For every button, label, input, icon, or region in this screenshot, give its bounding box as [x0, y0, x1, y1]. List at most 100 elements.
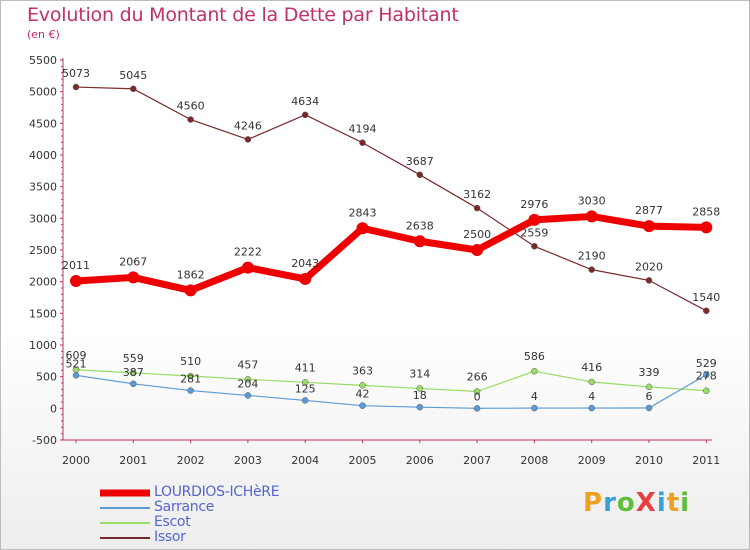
x-tick-label: 2006: [406, 454, 434, 467]
legend-label: Issor: [154, 529, 186, 545]
legend-label: Sarrance: [154, 499, 215, 515]
data-label: 4: [588, 390, 595, 403]
data-label: 2500: [463, 228, 491, 241]
data-point: [130, 369, 137, 377]
data-label: 2043: [291, 257, 319, 270]
data-label: 3030: [578, 194, 606, 207]
y-tick-label: 1000: [29, 339, 57, 352]
data-point: [244, 376, 252, 383]
data-point: [72, 372, 80, 379]
data-point: [643, 220, 655, 233]
x-tick-label: 2008: [520, 454, 548, 467]
data-label: 2843: [349, 206, 377, 219]
data-label: 4634: [291, 95, 319, 108]
y-tick-label: 5500: [29, 54, 57, 67]
data-point: [301, 111, 309, 119]
y-tick-label: 3000: [29, 212, 57, 225]
data-label: 2976: [520, 198, 548, 211]
data-label: 2011: [62, 259, 90, 272]
data-point: [531, 404, 538, 412]
data-point: [588, 404, 595, 412]
x-tick-label: 2009: [578, 454, 606, 467]
y-tick-label: 0: [50, 402, 57, 415]
data-label: 3687: [406, 155, 434, 168]
y-tick-label: 4500: [29, 117, 57, 130]
chart-title: Evolution du Montant de la Dette par Hab…: [27, 4, 459, 26]
data-point: [359, 139, 366, 146]
data-label: 2638: [406, 219, 434, 232]
data-point: [244, 136, 252, 143]
data-point: [301, 379, 309, 386]
data-point: [471, 244, 484, 256]
data-point: [72, 83, 80, 91]
data-point: [645, 404, 653, 412]
y-tick-label: 500: [36, 371, 57, 384]
chart-subtitle: (en €): [27, 28, 60, 41]
x-tick-label: 2010: [635, 454, 663, 467]
data-point: [70, 274, 82, 287]
data-point: [413, 235, 426, 248]
data-point: [359, 402, 366, 409]
data-point: [187, 387, 194, 394]
data-point: [645, 277, 653, 284]
data-label: 2067: [119, 255, 147, 268]
x-tick-label: 2003: [234, 454, 262, 467]
data-label: 510: [180, 355, 201, 368]
data-label: 2222: [234, 246, 262, 259]
data-point: [127, 271, 140, 284]
legend-swatch: [100, 521, 150, 524]
data-point: [416, 171, 424, 179]
data-label: 5045: [119, 69, 147, 82]
y-tick-label: 2500: [29, 244, 57, 257]
y-tick-label: 4000: [29, 149, 57, 162]
data-label: 42: [356, 388, 370, 401]
data-point: [299, 272, 312, 285]
data-label: 0: [474, 390, 481, 403]
data-point: [588, 266, 595, 273]
data-label: 1540: [692, 291, 720, 304]
data-label: 4: [531, 390, 538, 403]
data-point: [241, 261, 254, 274]
x-tick-label: 2007: [463, 454, 491, 467]
data-label: 586: [524, 350, 545, 363]
data-label: 387: [123, 366, 144, 379]
data-label: 4246: [234, 119, 262, 132]
data-point: [473, 405, 481, 412]
series-line: [75, 374, 707, 409]
data-label: 2559: [520, 226, 548, 239]
data-label: 2190: [578, 250, 606, 263]
data-label: 314: [409, 367, 430, 380]
legend-label: LOURDIOS-ICHèRE: [154, 484, 280, 500]
data-point: [531, 367, 538, 375]
x-tick-label: 2011: [692, 454, 720, 467]
data-point: [700, 221, 713, 234]
data-point: [184, 284, 197, 297]
x-tick-label: 2002: [177, 454, 205, 467]
x-tick-label: 2005: [349, 454, 377, 467]
data-point: [531, 243, 538, 250]
data-label: 6: [646, 390, 653, 403]
data-point: [703, 307, 710, 315]
data-label: 1862: [177, 268, 205, 281]
data-point: [301, 397, 309, 404]
data-label: 204: [237, 377, 258, 390]
y-tick-label: 1500: [29, 307, 57, 320]
data-point: [585, 210, 598, 223]
x-tick-label: 2001: [119, 454, 147, 467]
y-tick-label: 3500: [29, 181, 57, 194]
data-label: 416: [581, 361, 602, 374]
data-label: 521: [66, 357, 87, 370]
data-label: 2877: [635, 204, 663, 217]
data-point: [130, 380, 137, 388]
data-point: [416, 403, 424, 411]
data-point: [416, 385, 424, 392]
data-label: 559: [123, 352, 144, 365]
data-label: 125: [295, 382, 316, 395]
data-point: [187, 116, 194, 123]
legend-swatch: [100, 536, 150, 539]
data-label: 3162: [463, 188, 491, 201]
data-label: 18: [413, 389, 427, 402]
data-label: 4194: [349, 123, 377, 136]
data-label: 457: [237, 358, 258, 371]
data-label: 281: [180, 373, 201, 386]
